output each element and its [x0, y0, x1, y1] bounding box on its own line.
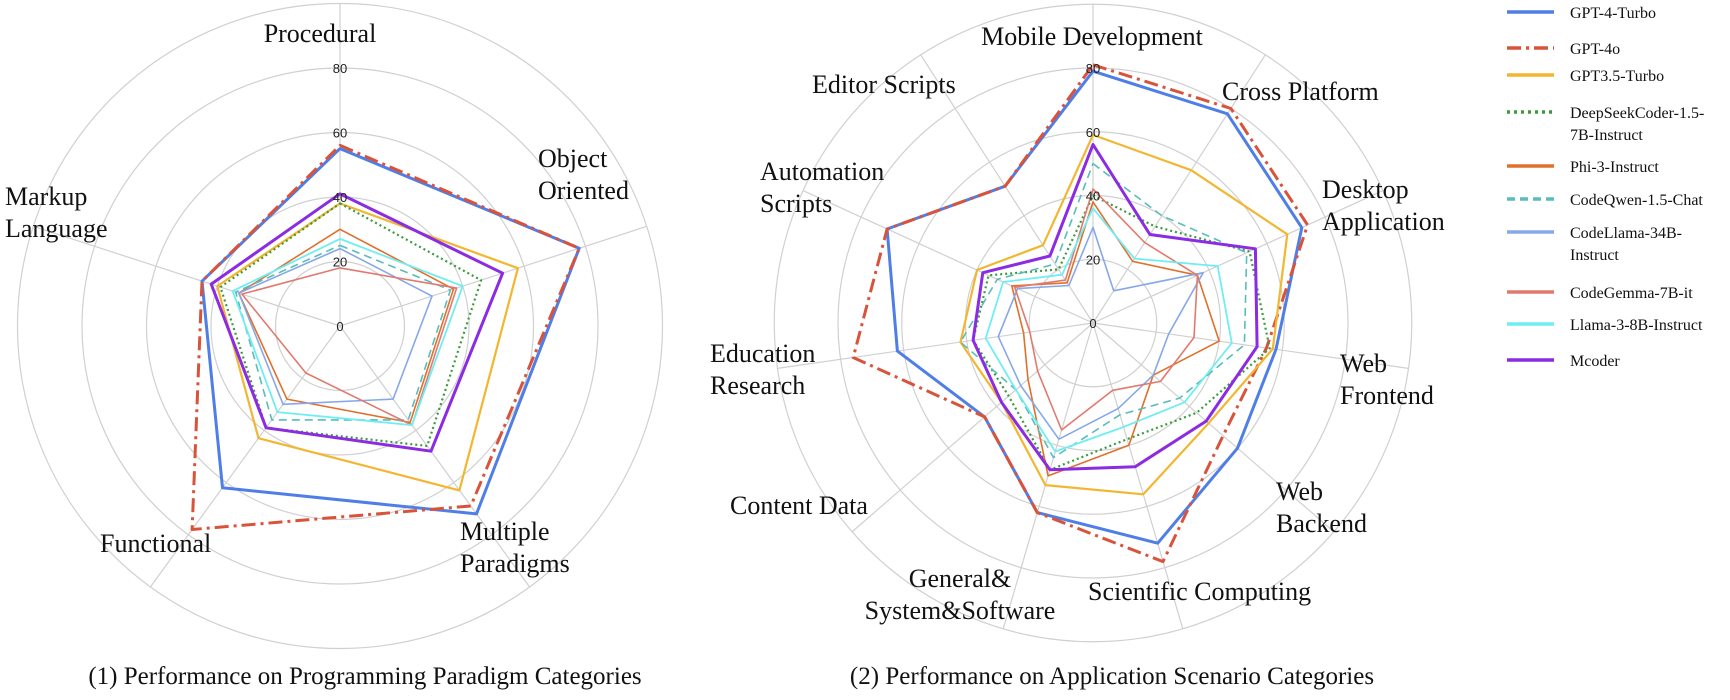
legend-label: GPT-4-Turbo — [1570, 5, 1656, 22]
legend-label: GPT-4o — [1570, 41, 1620, 58]
axis-label-education-research: Education Research — [710, 339, 815, 400]
axis-spoke — [1092, 190, 1384, 324]
axis-label-cross-platform: Cross Platform — [1222, 77, 1379, 106]
legend-item-mcoder: Mcoder — [1507, 353, 1620, 370]
series-phi-3-instruct — [1010, 201, 1220, 477]
legend-label: CodeLlama-34B-Instruct — [1570, 225, 1682, 264]
axis-label-mobile-development: Mobile Development — [981, 22, 1203, 51]
axis-spoke — [33, 225, 341, 327]
caption-scenarios: (2) Performance on Application Scenario … — [850, 663, 1374, 690]
series-llama-3-8b-instruct — [984, 207, 1233, 453]
axis-label-desktop-application: Desktop Application — [1322, 175, 1445, 236]
series-gpt-4-turbo — [200, 147, 581, 516]
series-codegemma-7b-it — [241, 267, 458, 426]
legend-item-codellama-34b-instruct: CodeLlama-34B-Instruct — [1507, 225, 1682, 264]
axis-spoke — [777, 322, 1094, 369]
axis-spoke — [920, 54, 1094, 324]
legend-item-codegemma-7b-it: CodeGemma-7B-it — [1507, 285, 1693, 302]
axis-label-general-system-software: General& System&Software — [865, 564, 1056, 625]
tick-label: 0 — [336, 319, 343, 334]
legend-label: CodeQwen-1.5-Chat — [1570, 192, 1703, 209]
axis-spoke — [1092, 322, 1409, 369]
legend-item-gpt-4-turbo: GPT-4-Turbo — [1507, 5, 1656, 22]
axis-label-scientific-computing: Scientific Computing — [1088, 577, 1311, 606]
axis-label-web-frontend: Web Frontend — [1340, 349, 1434, 410]
axis-spoke — [149, 325, 341, 588]
radar-chart-scenarios: 0 20 40 60 80 Mobile Development Cross Platfor… — [710, 3, 1445, 643]
axis-label-multiple-paradigms: Multiple Paradigms — [460, 517, 570, 578]
axis-label-content-data: Content Data — [730, 491, 868, 520]
tick-label: 20 — [333, 255, 347, 270]
tick-label: 40 — [333, 190, 347, 205]
legend-label: CodeGemma-7B-it — [1570, 285, 1693, 302]
axis-label-web-backend: Web Backend — [1276, 477, 1367, 538]
axis-label-automation-scripts: Automation Scripts — [760, 157, 884, 218]
series-gpt3-5-turbo — [216, 202, 520, 492]
legend-item-llama-3-8b-instruct: Llama-3-8B-Instruct — [1507, 317, 1703, 334]
axis-spoke — [1092, 322, 1335, 533]
series-mcoder — [971, 143, 1259, 472]
tick-label: 60 — [1086, 125, 1100, 140]
series-mcoder — [209, 192, 505, 453]
axis-label-markup-language: Markup Language — [5, 182, 108, 243]
series-gpt-4o — [851, 63, 1310, 564]
axis-label-functional: Functional — [100, 529, 211, 558]
tick-label: 0 — [1089, 316, 1096, 331]
axis-spoke — [339, 325, 531, 588]
series-gpt-4-turbo — [885, 69, 1304, 545]
axis-label-procedural: Procedural — [264, 19, 377, 48]
axis-spoke — [851, 322, 1094, 533]
legend-item-deepseekcoder-1-5-7b-instruct: DeepSeekCoder-1.5-7B-Instruct — [1507, 105, 1704, 144]
legend-item-gpt3-5-turbo: GPT3.5-Turbo — [1507, 68, 1664, 85]
tick-label: 60 — [333, 126, 347, 141]
series-llama-3-8b-instruct — [231, 237, 464, 427]
legend-label: Phi-3-Instruct — [1570, 159, 1659, 176]
axis-spoke — [1092, 322, 1184, 630]
tick-label: 80 — [333, 61, 347, 76]
legend-item-codeqwen-1-5-chat: CodeQwen-1.5-Chat — [1507, 192, 1703, 209]
series-codellama-34b-instruct — [238, 247, 433, 406]
legend-item-phi-3-instruct: Phi-3-Instruct — [1507, 159, 1659, 176]
legend-label: Llama-3-8B-Instruct — [1570, 317, 1703, 334]
radar-chart-paradigms: 0 20 40 60 80 Procedural Object Oriented Multipl… — [5, 2, 664, 650]
caption-paradigms: (1) Performance on Programming Paradigm … — [88, 663, 641, 690]
legend-item-gpt-4o: GPT-4o — [1507, 41, 1620, 58]
series-codellama-34b-instruct — [997, 226, 1204, 441]
legend-label: GPT3.5-Turbo — [1570, 68, 1664, 85]
series-gpt-4o — [190, 143, 581, 531]
series-gpt3-5-turbo — [959, 133, 1289, 496]
axis-label-editor-scripts: Editor Scripts — [812, 70, 956, 99]
axis-spoke — [1092, 54, 1266, 324]
series-deepseekcoder-1-5-7b-instruct — [219, 202, 483, 448]
tick-label: 40 — [1086, 189, 1100, 204]
legend-label: Mcoder — [1570, 353, 1620, 370]
tick-label: 80 — [1086, 61, 1100, 76]
legend-label: DeepSeekCoder-1.5-7B-Instruct — [1570, 105, 1704, 144]
tick-label: 20 — [1086, 252, 1100, 267]
legend: GPT-4-Turbo GPT-4o GPT3.5-Turbo DeepSeekCod… — [1507, 5, 1704, 370]
axis-spoke — [802, 190, 1094, 324]
axis-spoke — [339, 225, 647, 327]
series-codegemma-7b-it — [1013, 188, 1199, 431]
axis-label-object-oriented: Object Oriented — [538, 144, 629, 205]
